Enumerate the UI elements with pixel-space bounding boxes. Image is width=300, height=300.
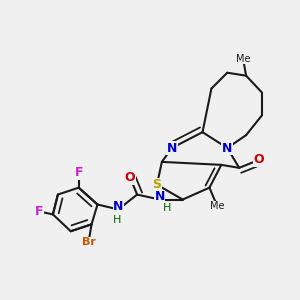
Text: Me: Me xyxy=(236,54,250,64)
Text: N: N xyxy=(222,142,232,154)
Text: H: H xyxy=(112,215,121,225)
Text: F: F xyxy=(74,166,83,179)
Text: S: S xyxy=(152,178,161,191)
Text: O: O xyxy=(254,153,264,167)
Text: Br: Br xyxy=(82,237,95,247)
Text: O: O xyxy=(125,171,136,184)
Text: N: N xyxy=(167,142,177,154)
Text: Me: Me xyxy=(210,202,225,212)
Text: N: N xyxy=(113,200,124,213)
Text: N: N xyxy=(155,190,165,203)
Text: H: H xyxy=(163,203,172,214)
Text: F: F xyxy=(35,205,43,218)
